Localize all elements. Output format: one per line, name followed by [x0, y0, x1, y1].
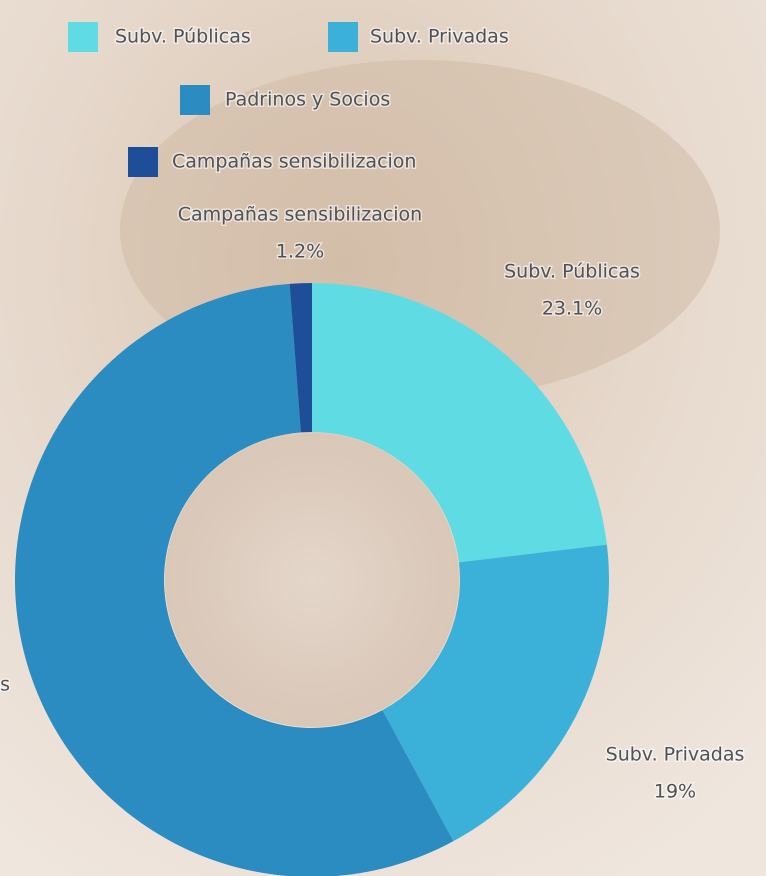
legend-label: Subv. Públicas — [115, 26, 251, 48]
donut-slice — [289, 283, 312, 433]
legend-swatch — [68, 22, 98, 52]
donut-slice — [382, 544, 609, 842]
slice-value: 19% — [654, 781, 696, 803]
donut-slice — [15, 283, 454, 876]
legend-swatch — [180, 85, 210, 115]
legend-swatch — [128, 147, 158, 177]
slice-value: 23.1% — [542, 298, 602, 320]
donut-slice — [312, 283, 607, 563]
slice-label: Subv. Privadas — [606, 744, 745, 766]
slice-value: 1.2% — [276, 241, 324, 263]
donut-hole — [165, 433, 459, 727]
slice-label: Subv. Públicas — [504, 261, 640, 283]
legend-label: Campañas sensibilizacion — [172, 151, 416, 173]
slice-label: Padrinos y Socios — [0, 674, 10, 696]
legend-label: Subv. Privadas — [370, 26, 509, 48]
legend-swatch — [328, 22, 358, 52]
legend-label: Padrinos y Socios — [225, 89, 390, 111]
slice-label: Campañas sensibilizacion — [178, 204, 422, 226]
